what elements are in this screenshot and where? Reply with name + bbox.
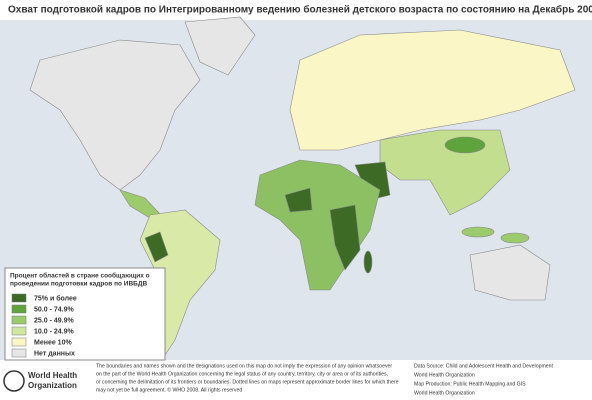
legend-swatch (11, 326, 27, 336)
credit-line: World Health Organization (414, 390, 475, 396)
legend-label: 25.0 - 49.9% (34, 317, 74, 324)
peru (144, 231, 169, 263)
disclaimer-line: The boundaries and names shown and the d… (96, 363, 392, 369)
map-title: Охват подготовкой кадров по Интегрирован… (8, 4, 592, 16)
legend-title: Процент областей в стране сообщающих о (10, 272, 150, 280)
greenland (184, 16, 256, 76)
legend-swatch (11, 348, 27, 358)
australia (469, 244, 551, 301)
disclaimer-line: may not yet be full agreement. © WHO 200… (96, 386, 242, 393)
legend-label: 10.0 - 24.9% (34, 328, 74, 335)
credit-line: Map Production: Public Health Mapping an… (414, 381, 526, 387)
mongolia (444, 136, 486, 154)
legend-label: 75% и более (34, 294, 77, 302)
disclaimer-line: on the part of the World Health Organiza… (96, 371, 388, 377)
legend-swatch (11, 304, 27, 314)
footer: World Health Organization (3, 370, 77, 392)
legend-label: 50.0 - 74.9% (34, 306, 74, 313)
legend-label: Нет данных (34, 350, 75, 357)
disclaimer-line: or concerning the delimitation of its fr… (96, 379, 399, 385)
eurasia-north (289, 29, 576, 151)
east-africa (329, 204, 361, 271)
who-emblem (3, 370, 25, 392)
madagascar (363, 250, 373, 274)
logo-text: World Health (28, 371, 77, 380)
legend-swatch (11, 315, 27, 325)
legend-swatch (11, 337, 27, 347)
legend-box (4, 267, 166, 361)
indonesia-2 (500, 232, 530, 244)
legend-swatch (11, 293, 27, 303)
west-africa (284, 187, 313, 213)
logo-text: Organization (28, 381, 77, 390)
legend: Процент областей в стране сообщающих о п… (4, 267, 166, 361)
indonesia-1 (461, 226, 495, 238)
legend-label: Менее 10% (34, 339, 72, 346)
legend-title: проведении подготовки кадров по ИВБДВ (10, 281, 147, 288)
north-america (29, 39, 201, 191)
credit-line: World Health Organization (414, 372, 475, 378)
land-masses (29, 16, 576, 356)
credit-line: Data Source: Child and Adolescent Health… (414, 363, 554, 369)
